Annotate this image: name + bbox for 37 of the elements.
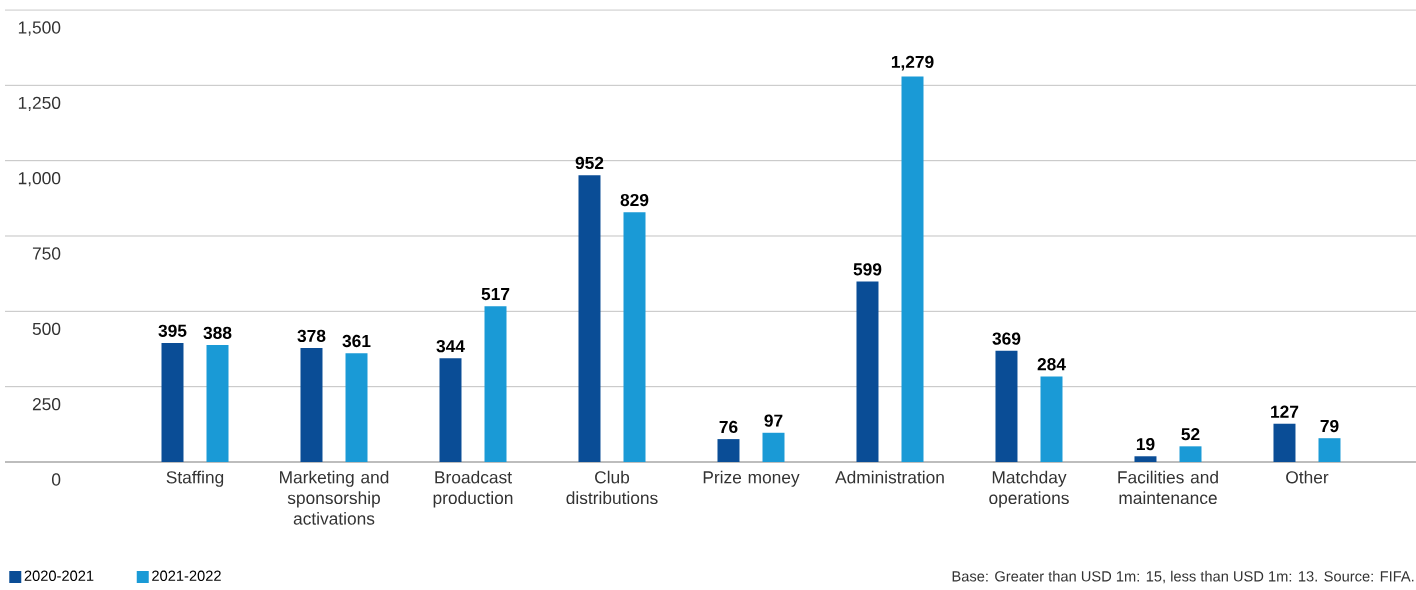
data-label: 19	[1136, 437, 1155, 451]
x-tick-label: Facilities and maintenance	[1118, 470, 1218, 505]
data-label: 395	[158, 324, 187, 337]
data-label: 369	[992, 332, 1021, 345]
x-tick-label: Club distributions	[566, 470, 658, 505]
x-tick-label: Marketing and sponsorship activations	[280, 470, 389, 525]
data-label: 1,279	[891, 55, 934, 71]
x-tick-label: Administration	[835, 470, 944, 484]
x-tick-label: Prize money	[703, 470, 800, 487]
data-label: 344	[436, 340, 465, 353]
data-label: 517	[481, 288, 510, 301]
data-label: 361	[342, 334, 371, 348]
x-tick-label: Staffing	[166, 470, 224, 487]
y-tick-label: 1,250	[18, 96, 61, 112]
data-label: 952	[575, 156, 604, 170]
y-tick-label: 0	[51, 473, 61, 486]
y-tick-label: 250	[32, 398, 61, 411]
data-label: 599	[853, 263, 882, 276]
data-label: 388	[203, 326, 232, 340]
text: Base: Greater than USD 1m: 15, less than USD 1m: 13. Source: FIFA.	[952, 570, 1414, 584]
x-tick-label: Broadcast production	[433, 470, 513, 508]
y-tick-label: 750	[32, 247, 61, 260]
data-label: 127	[1271, 405, 1299, 418]
data-label: 829	[620, 193, 649, 207]
legend-label: 2020-2021	[24, 570, 94, 581]
data-label: 378	[297, 329, 326, 343]
data-label: 97	[764, 414, 783, 427]
data-label: 52	[1181, 428, 1200, 441]
y-tick-label: 500	[32, 322, 61, 335]
data-label: 79	[1320, 419, 1339, 433]
y-tick-label: 1,000	[18, 172, 61, 187]
legend-label: 2021-2022	[152, 570, 221, 581]
y-tick-label: 1,500	[18, 21, 61, 36]
data-label: 284	[1037, 358, 1066, 371]
data-label: 76	[719, 420, 738, 434]
x-tick-label: Other	[1286, 470, 1329, 484]
x-tick-label: Matchday operations	[989, 470, 1069, 508]
